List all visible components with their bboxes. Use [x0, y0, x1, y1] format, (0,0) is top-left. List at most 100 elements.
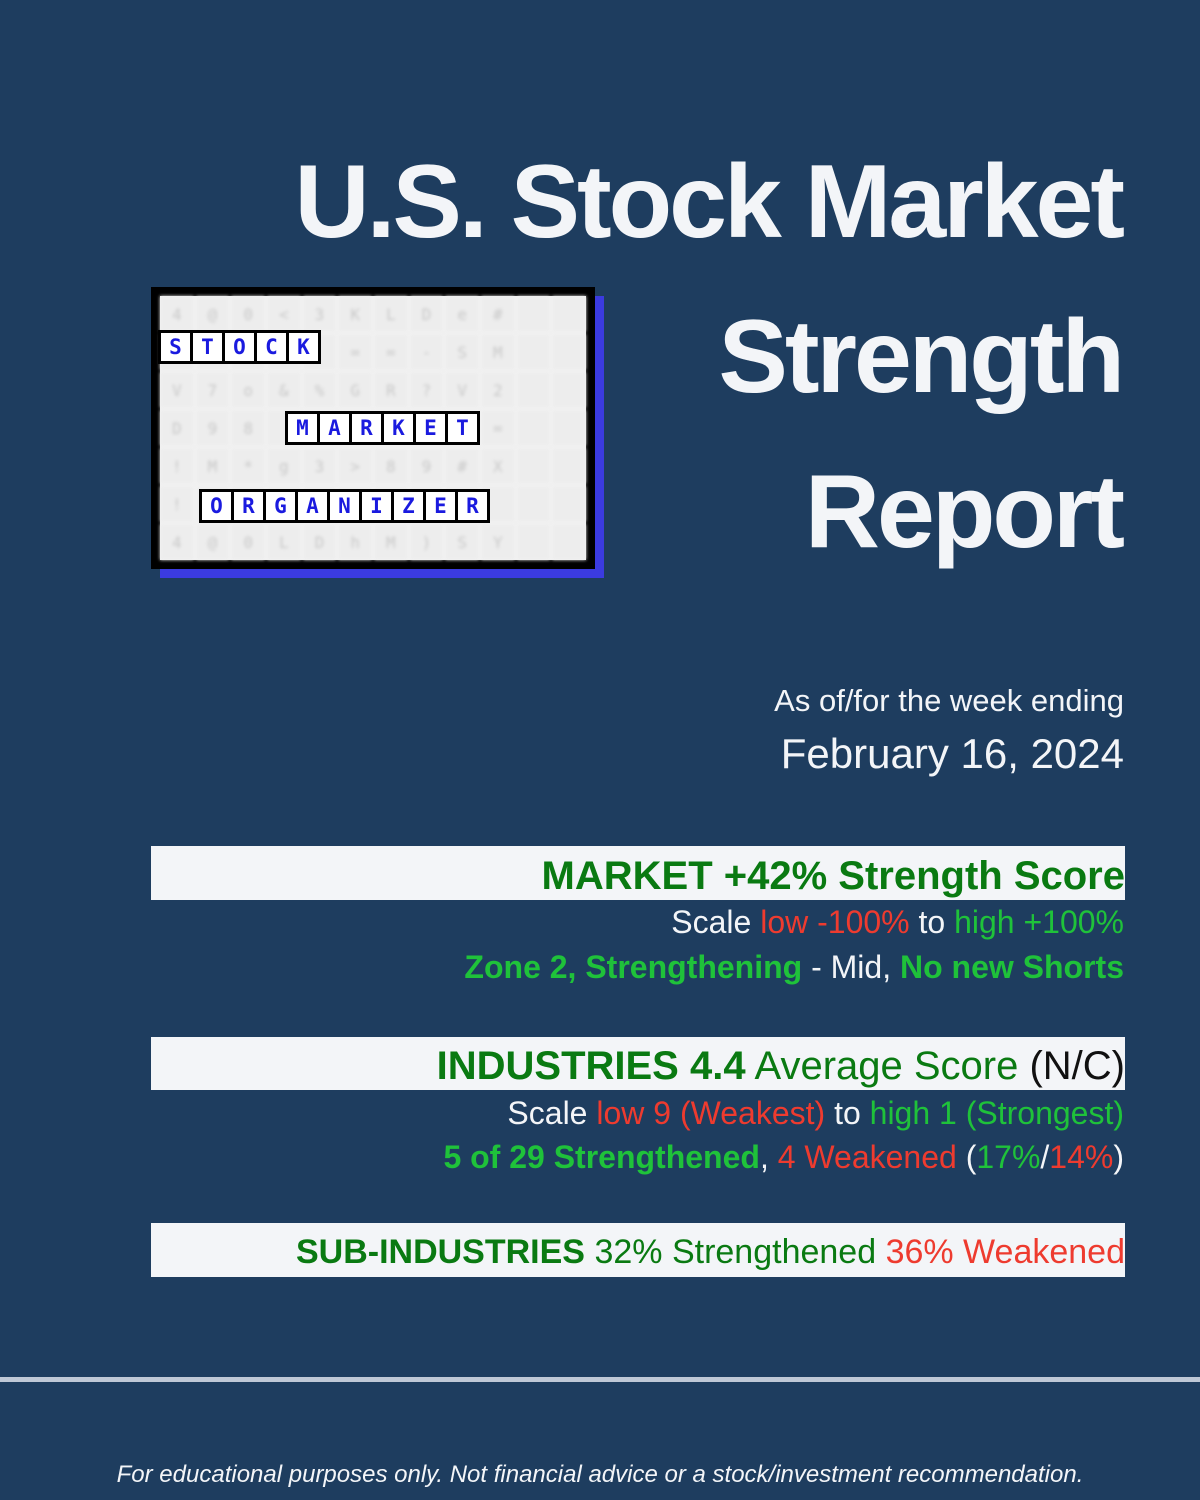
logo-letter: E: [416, 414, 445, 442]
logo-letter: N: [330, 492, 359, 520]
logo-grid-cell: D: [409, 296, 444, 332]
logo-grid-cell: [516, 524, 551, 560]
logo-grid-cell: D: [302, 524, 337, 560]
logo-grid-cell: L: [267, 524, 301, 560]
title-line-3: Report: [804, 454, 1125, 570]
industries-comma: ,: [759, 1139, 778, 1175]
logo-grid-cell: >: [338, 448, 372, 484]
logo-grid-cell: *: [231, 448, 265, 484]
industries-changes: 5 of 29 Strengthened, 4 Weakened (17%/14…: [443, 1141, 1124, 1173]
logo-grid-cell: &: [267, 372, 301, 408]
logo-grid-cell: 4: [160, 524, 194, 560]
logo-grid-cell: 4: [160, 296, 194, 332]
logo-grid-cell: h: [338, 524, 372, 560]
logo-letter: R: [458, 492, 487, 520]
logo-grid-cell: !: [160, 448, 194, 484]
logo-grid-cell: ?: [409, 372, 444, 408]
industries-score-bar: INDUSTRIES 4.4 Average Score (N/C): [151, 1037, 1125, 1090]
logo-grid-cell: =: [374, 334, 408, 370]
logo-letter: E: [426, 492, 455, 520]
logo-grid-cell: S: [445, 334, 479, 370]
industries-weakened: 4 Weakened: [777, 1139, 957, 1175]
industries-pct-weak: 14%: [1049, 1139, 1114, 1175]
industries-heading-rest: Average Score: [745, 1044, 1030, 1088]
logo-grid-cell: 3: [302, 448, 337, 484]
logo-letter: T: [448, 414, 477, 442]
industries-strengthened: 5 of 29 Strengthened: [443, 1139, 760, 1175]
title-line-2: Strength: [718, 299, 1125, 415]
logo-grid-cell: #: [481, 296, 515, 332]
logo-letter: I: [362, 492, 391, 520]
industries-pct-strong: 17%: [976, 1139, 1041, 1175]
industries-slash: /: [1040, 1139, 1050, 1175]
market-zone: Zone 2, Strengthening - Mid, No new Shor…: [464, 951, 1124, 983]
logo-grid-cell: g: [267, 448, 301, 484]
logo-grid-cell: K: [338, 296, 372, 332]
market-scale-low: low -100%: [760, 904, 910, 940]
market-scale-prefix: Scale: [671, 904, 761, 940]
logo-grid-cell: <: [267, 296, 301, 332]
logo-grid-cell: 8: [374, 448, 408, 484]
logo-letter: M: [288, 414, 317, 442]
industries-scale-low: low 9 (Weakest): [596, 1095, 826, 1131]
logo-grid-cell: V: [445, 372, 479, 408]
logo-grid-cell: #: [445, 448, 479, 484]
logo-grid-cell: [552, 524, 586, 560]
logo-grid-cell: 0: [231, 296, 265, 332]
as-of-date: February 16, 2024: [780, 730, 1124, 777]
logo-letter: Z: [394, 492, 423, 520]
logo-grid-cell: %: [302, 372, 337, 408]
logo-grid-cell: 8: [231, 410, 265, 446]
logo-grid-cell: 9: [409, 448, 444, 484]
sub-industries-strengthened: 32% Strengthened: [585, 1233, 886, 1271]
logo-grid-cell: [552, 296, 586, 332]
market-zone-action: No new Shorts: [899, 949, 1124, 985]
logo-grid-cell: [516, 410, 551, 446]
logo-grid-cell: =: [481, 410, 515, 446]
market-zone-label: Zone 2, Strengthening: [464, 949, 803, 985]
logo-grid-cell: [516, 486, 551, 522]
logo-grid-cell: G: [338, 372, 372, 408]
logo-letter: O: [202, 492, 231, 520]
market-score-heading: MARKET +42% Strength Score: [541, 854, 1125, 898]
logo-grid-cell: [516, 448, 551, 484]
logo-grid-cell: M: [481, 334, 515, 370]
logo-letter: S: [161, 333, 190, 361]
logo-grid-cell: V: [160, 372, 194, 408]
logo-letter: C: [257, 333, 286, 361]
logo-grid-cell: !: [160, 486, 194, 522]
logo-grid-cell: -: [409, 334, 444, 370]
logo-grid-cell: Y: [481, 524, 515, 560]
industries-scale-to: to: [825, 1095, 870, 1131]
industries-heading: INDUSTRIES 4.4 Average Score (N/C): [437, 1046, 1125, 1086]
industries-heading-bold: INDUSTRIES 4.4: [436, 1044, 746, 1088]
market-scale-to: to: [909, 904, 955, 940]
footer-divider: [0, 1377, 1200, 1382]
logo-letter: R: [234, 492, 263, 520]
industries-heading-nc: (N/C): [1029, 1044, 1125, 1088]
market-score-bar: MARKET +42% Strength Score: [151, 846, 1125, 900]
logo-grid-cell: [516, 296, 551, 332]
logo-grid-cell: M: [195, 448, 230, 484]
market-scale-high: high +100%: [954, 904, 1124, 940]
logo-grid-cell: 3: [302, 296, 337, 332]
logo-grid-cell: 9: [195, 410, 230, 446]
logo-letter: K: [289, 333, 318, 361]
logo-grid-cell: 7: [195, 372, 230, 408]
logo-grid-cell: M: [374, 524, 408, 560]
market-scale: Scale low -100% to high +100%: [671, 906, 1124, 938]
market-zone-sep: - Mid,: [802, 949, 900, 985]
industries-paren-open: (: [956, 1139, 977, 1175]
sub-industries-bar: SUB-INDUSTRIES 32% Strengthened 36% Weak…: [151, 1223, 1125, 1277]
logo-grid-cell: X: [481, 448, 515, 484]
logo-grid-cell: o: [231, 372, 265, 408]
industries-scale: Scale low 9 (Weakest) to high 1 (Stronge…: [507, 1097, 1124, 1129]
logo-grid-cell: ): [409, 524, 444, 560]
logo-grid-cell: [552, 486, 586, 522]
logo-letter: K: [384, 414, 413, 442]
logo-grid-cell: [516, 372, 551, 408]
logo-grid-cell: e: [445, 296, 479, 332]
sub-industries-weakened: 36% Weakened: [885, 1233, 1125, 1271]
